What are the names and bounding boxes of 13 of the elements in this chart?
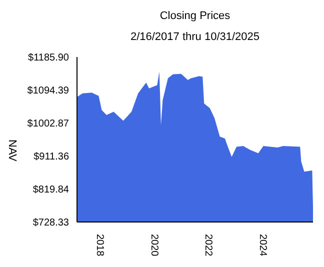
y-tick-label: $1185.90 <box>28 52 70 64</box>
chart-subtitle: 2/16/2017 thru 10/31/2025 <box>129 30 261 44</box>
y-tick-label: $819.84 <box>32 184 70 196</box>
y-tick-label: $1094.39 <box>27 86 70 97</box>
chart-title: Closing Prices <box>158 9 232 23</box>
y-tick-label: $728.33 <box>32 218 70 229</box>
x-tick-label: 2018 <box>94 234 106 257</box>
x-tick-label: 2020 <box>148 234 160 257</box>
x-tick-label: 2024 <box>256 234 268 257</box>
y-tick-label: $1002.87 <box>27 118 70 130</box>
y-tick-label: $911.36 <box>34 152 70 163</box>
y-axis-title: NAV <box>6 140 18 162</box>
x-tick-label: 2022 <box>202 234 214 257</box>
